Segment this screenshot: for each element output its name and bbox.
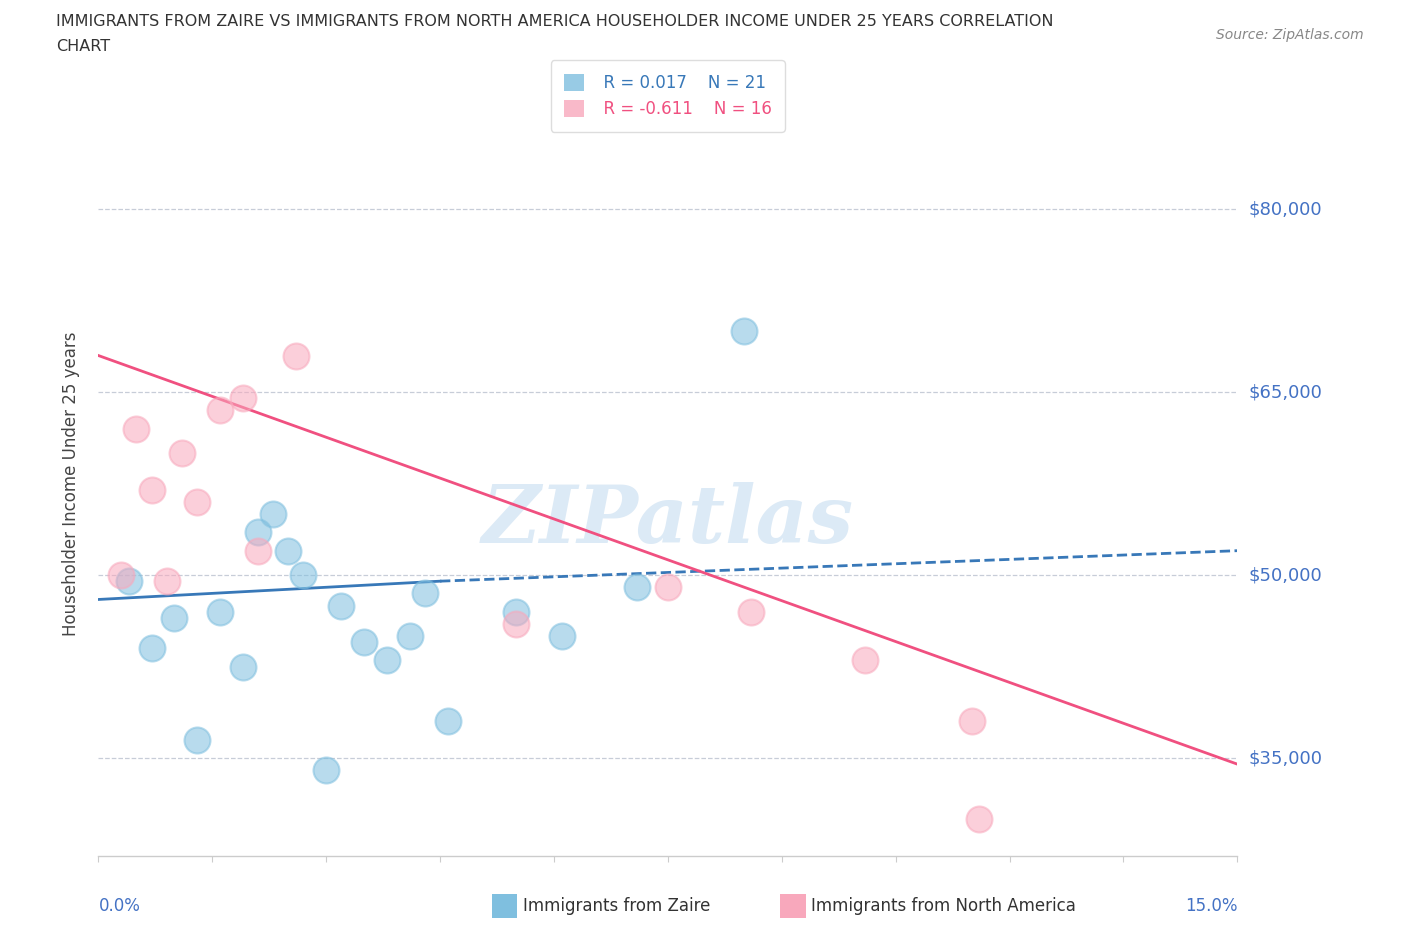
Point <box>505 604 527 619</box>
Point <box>398 629 420 644</box>
Point <box>284 348 307 363</box>
Point <box>733 324 755 339</box>
Point <box>170 445 193 460</box>
Point <box>967 812 990 827</box>
Point <box>277 543 299 558</box>
Point <box>657 579 679 594</box>
Point <box>232 391 254 405</box>
Point <box>353 634 375 649</box>
Point <box>960 714 983 729</box>
Point <box>505 617 527 631</box>
Text: Immigrants from North America: Immigrants from North America <box>811 897 1076 915</box>
Y-axis label: Householder Income Under 25 years: Householder Income Under 25 years <box>62 331 80 636</box>
Point <box>315 763 337 777</box>
Text: CHART: CHART <box>56 39 110 54</box>
Point <box>292 567 315 582</box>
Text: $35,000: $35,000 <box>1249 749 1323 767</box>
Text: ZIPatlas: ZIPatlas <box>482 482 853 560</box>
Point <box>232 659 254 674</box>
Point <box>413 586 436 601</box>
Text: Immigrants from Zaire: Immigrants from Zaire <box>523 897 710 915</box>
Point <box>330 598 353 613</box>
Point <box>186 732 208 747</box>
Text: $65,000: $65,000 <box>1249 383 1322 401</box>
Legend:   R = 0.017    N = 21,   R = -0.611    N = 16: R = 0.017 N = 21, R = -0.611 N = 16 <box>551 60 785 132</box>
Text: IMMIGRANTS FROM ZAIRE VS IMMIGRANTS FROM NORTH AMERICA HOUSEHOLDER INCOME UNDER : IMMIGRANTS FROM ZAIRE VS IMMIGRANTS FROM… <box>56 14 1053 29</box>
Point <box>246 525 269 539</box>
Point <box>141 483 163 498</box>
Point <box>246 543 269 558</box>
Point <box>125 421 148 436</box>
Text: $50,000: $50,000 <box>1249 566 1322 584</box>
Point <box>375 653 398 668</box>
Point <box>262 507 284 522</box>
Point <box>163 610 186 625</box>
Point <box>156 574 179 589</box>
Point <box>141 641 163 656</box>
Point <box>436 714 458 729</box>
Point <box>740 604 762 619</box>
Point <box>110 567 132 582</box>
Text: $80,000: $80,000 <box>1249 200 1322 219</box>
Point <box>626 579 648 594</box>
Point <box>118 574 141 589</box>
Point <box>853 653 876 668</box>
Text: 15.0%: 15.0% <box>1185 897 1237 915</box>
Text: Source: ZipAtlas.com: Source: ZipAtlas.com <box>1216 28 1364 42</box>
Point <box>208 604 231 619</box>
Point <box>186 495 208 510</box>
Text: 0.0%: 0.0% <box>98 897 141 915</box>
Point <box>550 629 572 644</box>
Point <box>208 403 231 418</box>
